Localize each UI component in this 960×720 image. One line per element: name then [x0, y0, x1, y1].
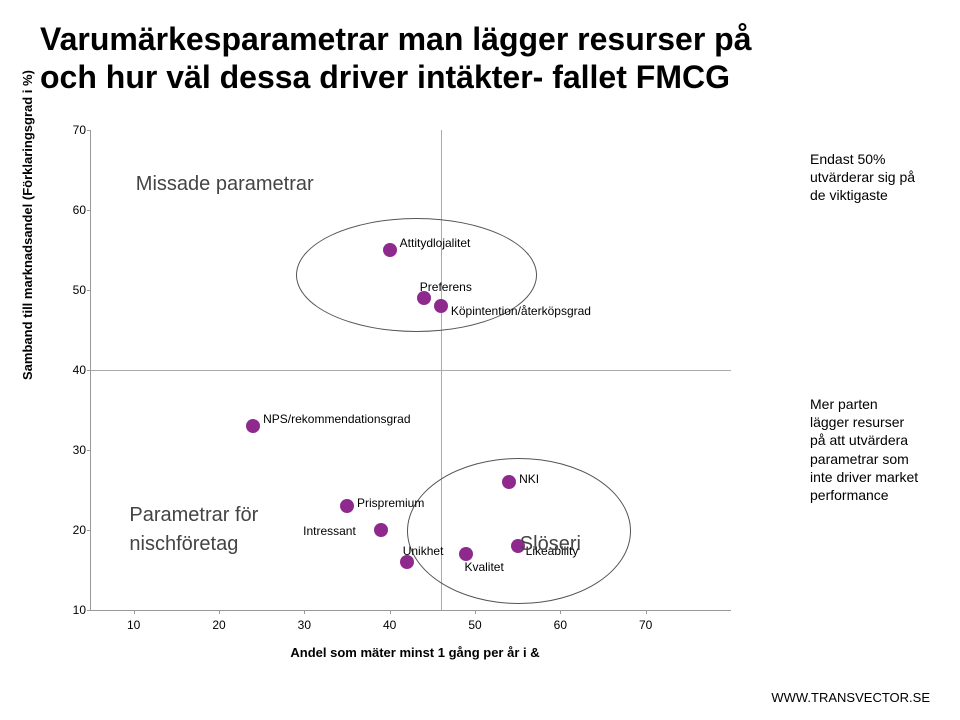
data-point — [246, 419, 260, 433]
data-point-label: Prispremium — [357, 496, 424, 510]
data-point — [383, 243, 397, 257]
data-point — [459, 547, 473, 561]
data-point — [340, 499, 354, 513]
side-note-top: Endast 50% utvärderar sig på de viktigas… — [810, 150, 915, 205]
y-tick-label: 60 — [56, 203, 86, 217]
data-point-label: Unikhet — [403, 544, 444, 558]
data-point-label: Kvalitet — [464, 560, 503, 574]
title-line-1: Varumärkesparametrar man lägger resurser… — [40, 21, 752, 57]
x-tick-label: 40 — [383, 618, 396, 632]
data-point-label: Preferens — [420, 280, 472, 294]
title-line-2: och hur väl dessa driver intäkter- falle… — [40, 59, 730, 95]
side-note-line: lägger resurser — [810, 414, 904, 430]
side-note-line: utvärderar sig på — [810, 169, 915, 185]
side-note-line: Mer parten — [810, 396, 878, 412]
y-tick-label: 20 — [56, 523, 86, 537]
x-tick-mark — [646, 610, 647, 614]
data-point-label: Köpintention/återköpsgrad — [451, 304, 591, 318]
x-tick-mark — [560, 610, 561, 614]
slide-title: Varumärkesparametrar man lägger resurser… — [40, 20, 920, 97]
x-tick-label: 50 — [468, 618, 481, 632]
side-note-line: performance — [810, 487, 889, 503]
side-note-line: parametrar som — [810, 451, 909, 467]
chart-annotation: Slöseri — [520, 533, 581, 555]
data-point-label: NPS/rekommendationsgrad — [263, 412, 410, 426]
chart-container: Samband till marknadsandel (Förklaringsg… — [30, 130, 800, 660]
data-point — [502, 475, 516, 489]
chart-annotation: Parametrar för — [129, 504, 258, 526]
side-note-bottom: Mer parten lägger resurser på att utvärd… — [810, 395, 918, 504]
data-point — [374, 523, 388, 537]
side-note-line: inte driver market — [810, 469, 918, 485]
x-tick-label: 60 — [554, 618, 567, 632]
footer-url: WWW.TRANSVECTOR.SE — [771, 690, 930, 705]
y-tick-label: 40 — [56, 363, 86, 377]
y-tick-label: 10 — [56, 603, 86, 617]
x-tick-mark — [304, 610, 305, 614]
x-tick-mark — [475, 610, 476, 614]
y-tick-mark — [87, 290, 91, 291]
y-tick-mark — [87, 210, 91, 211]
x-tick-mark — [134, 610, 135, 614]
scatter-plot: 1020304050607010203040506070NPS/rekommen… — [90, 130, 731, 611]
y-tick-label: 50 — [56, 283, 86, 297]
side-note-line: på att utvärdera — [810, 432, 908, 448]
y-tick-mark — [87, 130, 91, 131]
x-tick-label: 70 — [639, 618, 652, 632]
chart-annotation: nischföretag — [129, 533, 238, 555]
chart-annotation: Missade parametrar — [136, 173, 314, 195]
x-axis-label: Andel som mäter minst 1 gång per år i & — [30, 645, 800, 660]
slide: Varumärkesparametrar man lägger resurser… — [0, 0, 960, 720]
x-tick-mark — [390, 610, 391, 614]
y-tick-mark — [87, 610, 91, 611]
data-point-label: Attitydlojalitet — [400, 236, 471, 250]
side-note-line: Endast 50% — [810, 151, 886, 167]
side-note-line: de viktigaste — [810, 187, 888, 203]
x-tick-label: 10 — [127, 618, 140, 632]
quadrant-horizontal-line — [91, 370, 731, 371]
data-point — [434, 299, 448, 313]
x-tick-mark — [219, 610, 220, 614]
x-tick-label: 20 — [212, 618, 225, 632]
y-tick-mark — [87, 530, 91, 531]
data-point-label: NKI — [519, 472, 539, 486]
x-tick-label: 30 — [298, 618, 311, 632]
y-axis-label: Samband till marknadsandel (Förklaringsg… — [20, 70, 35, 380]
data-point-label: Intressant — [303, 524, 356, 538]
y-tick-label: 30 — [56, 443, 86, 457]
y-tick-mark — [87, 450, 91, 451]
y-tick-label: 70 — [56, 123, 86, 137]
